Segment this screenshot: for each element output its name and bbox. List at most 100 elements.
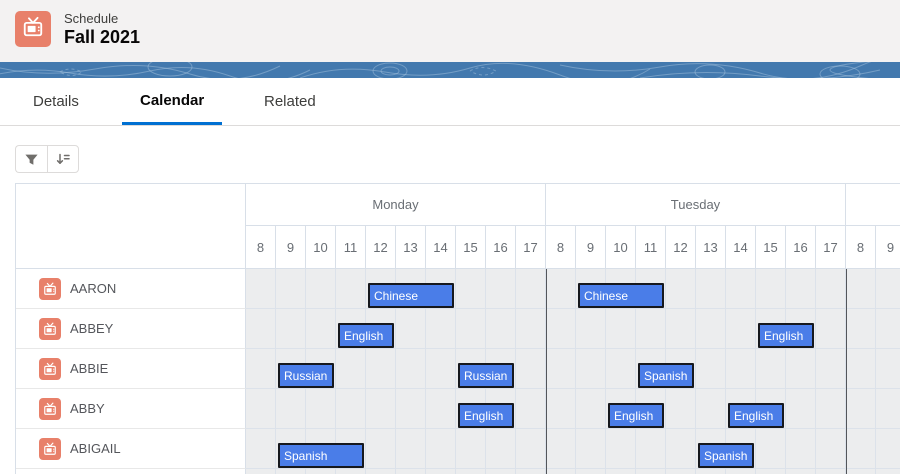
calendar-slot[interactable] [846, 269, 876, 309]
calendar-slot[interactable] [786, 429, 816, 469]
calendar-slot[interactable] [816, 349, 846, 389]
calendar-slot[interactable] [666, 389, 696, 429]
calendar-slot[interactable] [396, 469, 426, 474]
calendar-slot[interactable] [426, 469, 456, 474]
calendar-slot[interactable] [456, 469, 486, 474]
calendar-slot[interactable] [246, 349, 276, 389]
calendar-slot[interactable] [276, 309, 306, 349]
calendar-slot[interactable] [306, 309, 336, 349]
event-english[interactable]: English [608, 403, 664, 428]
calendar-slot[interactable] [786, 349, 816, 389]
calendar-slot[interactable] [246, 309, 276, 349]
calendar-slot[interactable] [546, 349, 576, 389]
tab-related[interactable]: Related [264, 93, 316, 110]
calendar-slot[interactable] [666, 469, 696, 474]
calendar-slot[interactable] [786, 469, 816, 474]
calendar-slot[interactable] [366, 349, 396, 389]
event-spanish[interactable]: Spanish [278, 443, 364, 468]
calendar-slot[interactable] [786, 389, 816, 429]
calendar-slot[interactable] [486, 429, 516, 469]
calendar-slot[interactable] [726, 469, 756, 474]
calendar-slot[interactable] [516, 309, 546, 349]
calendar-slot[interactable] [726, 269, 756, 309]
calendar-slot[interactable] [576, 309, 606, 349]
calendar-slot[interactable] [606, 349, 636, 389]
event-chinese[interactable]: Chinese [578, 283, 664, 308]
calendar-slot[interactable] [456, 309, 486, 349]
calendar-slot[interactable] [396, 309, 426, 349]
calendar-slot[interactable] [456, 429, 486, 469]
calendar-slot[interactable] [876, 349, 900, 389]
calendar-slot[interactable] [276, 269, 306, 309]
calendar-slot[interactable] [696, 469, 726, 474]
calendar-slot[interactable] [846, 469, 876, 474]
calendar-slot[interactable] [366, 389, 396, 429]
calendar-slot[interactable] [516, 429, 546, 469]
calendar-slot[interactable] [756, 349, 786, 389]
calendar-slot[interactable] [636, 469, 666, 474]
calendar-slot[interactable] [516, 349, 546, 389]
calendar-slot[interactable] [876, 269, 900, 309]
calendar-slot[interactable] [756, 269, 786, 309]
event-english[interactable]: English [338, 323, 394, 348]
calendar-slot[interactable] [666, 269, 696, 309]
calendar-slot[interactable] [846, 389, 876, 429]
calendar-slot[interactable] [666, 429, 696, 469]
calendar-slot[interactable] [276, 389, 306, 429]
calendar-slot[interactable] [876, 429, 900, 469]
calendar-slot[interactable] [246, 469, 276, 474]
calendar-slot[interactable] [876, 469, 900, 474]
calendar-slot[interactable] [246, 389, 276, 429]
calendar-slot[interactable] [516, 269, 546, 309]
tab-calendar[interactable]: Calendar [122, 78, 223, 125]
calendar-slot[interactable] [756, 429, 786, 469]
calendar-slot[interactable] [486, 269, 516, 309]
event-spanish[interactable]: Spanish [698, 443, 754, 468]
calendar-slot[interactable] [546, 469, 576, 474]
calendar-slot[interactable] [246, 269, 276, 309]
calendar-slot[interactable] [876, 309, 900, 349]
calendar-slot[interactable] [726, 309, 756, 349]
calendar-slot[interactable] [666, 309, 696, 349]
filter-button[interactable] [15, 145, 47, 173]
event-russian[interactable]: Russian [458, 363, 514, 388]
calendar-slot[interactable] [336, 389, 366, 429]
calendar-slot[interactable] [366, 429, 396, 469]
calendar-slot[interactable] [636, 429, 666, 469]
calendar-slot[interactable] [306, 389, 336, 429]
tab-details[interactable]: Details [33, 93, 79, 110]
calendar-slot[interactable] [366, 469, 396, 474]
calendar-slot[interactable] [546, 389, 576, 429]
calendar-slot[interactable] [426, 389, 456, 429]
calendar-slot[interactable] [606, 429, 636, 469]
calendar-slot[interactable] [546, 309, 576, 349]
calendar-slot[interactable] [696, 389, 726, 429]
calendar-slot[interactable] [816, 269, 846, 309]
calendar-slot[interactable] [306, 269, 336, 309]
calendar-slot[interactable] [816, 309, 846, 349]
calendar-slot[interactable] [816, 389, 846, 429]
event-spanish[interactable]: Spanish [638, 363, 694, 388]
calendar-slot[interactable] [516, 389, 546, 429]
calendar-slot[interactable] [576, 389, 606, 429]
calendar-slot[interactable] [426, 349, 456, 389]
event-russian[interactable]: Russian [278, 363, 334, 388]
calendar-slot[interactable] [246, 429, 276, 469]
calendar-slot[interactable] [276, 469, 306, 474]
calendar-slot[interactable] [396, 429, 426, 469]
calendar-slot[interactable] [786, 269, 816, 309]
calendar-slot[interactable] [726, 349, 756, 389]
calendar-slot[interactable] [576, 429, 606, 469]
calendar-slot[interactable] [336, 469, 366, 474]
calendar-slot[interactable] [816, 469, 846, 474]
calendar-slot[interactable] [876, 389, 900, 429]
event-chinese[interactable]: Chinese [368, 283, 454, 308]
calendar-slot[interactable] [696, 309, 726, 349]
calendar-slot[interactable] [576, 469, 606, 474]
calendar-slot[interactable] [546, 429, 576, 469]
calendar-slot[interactable] [426, 429, 456, 469]
calendar-slot[interactable] [606, 309, 636, 349]
event-english[interactable]: English [728, 403, 784, 428]
event-english[interactable]: English [758, 323, 814, 348]
calendar-slot[interactable] [336, 349, 366, 389]
